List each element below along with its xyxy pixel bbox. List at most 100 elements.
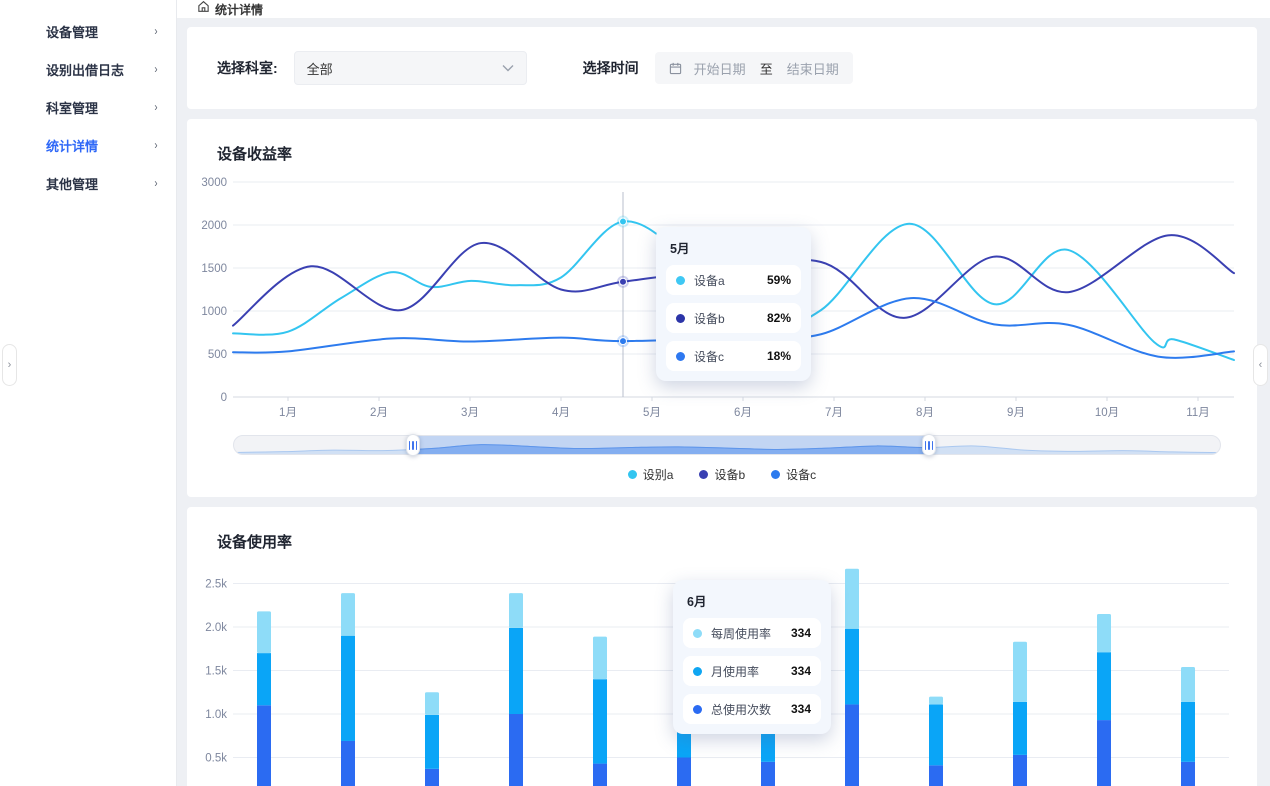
bar-segment-每周使用率[interactable] [845,568,859,629]
tooltip-row: 设备c 18% [666,341,801,371]
bar-segment-总使用次数[interactable] [1013,754,1027,786]
date-range-picker[interactable]: 开始日期 至 结束日期 [654,52,853,84]
tooltip-series-value: 334 [790,702,811,716]
bar-segment-月使用率[interactable] [929,704,943,766]
tooltip-header: 5月 [670,242,690,256]
chevron-right-icon: › [154,100,158,114]
sidebar-item-label: 设别出借日志 [46,62,125,78]
bar-segment-月使用率[interactable] [425,714,439,769]
bar-segment-每周使用率[interactable] [341,593,355,636]
sidebar-item-科室管理[interactable]: 科室管理 › [0,88,176,126]
tooltip-series-name: 设备c [694,349,725,364]
legend-label: 设备c [786,468,817,482]
tooltip-series-value: 18% [766,349,791,363]
bar-segment-总使用次数[interactable] [425,768,439,786]
legend-label: 设备b [714,468,746,482]
bar-segment-总使用次数[interactable] [1181,761,1195,786]
x-axis-label: 11月 [1186,407,1209,419]
bar-segment-月使用率[interactable] [1013,701,1027,755]
bar-segment-每周使用率[interactable] [257,611,271,654]
dept-select-label: 选择科室: [217,60,278,76]
bar-segment-月使用率[interactable] [509,627,523,714]
bar-segment-月使用率[interactable] [1097,652,1111,721]
bar-segment-总使用次数[interactable] [341,740,355,786]
chevron-right-icon: › [7,359,12,371]
bar-segment-每周使用率[interactable] [593,636,607,680]
sidebar: 设备管理 › 设别出借日志 › 科室管理 › 统计详情 › 其他管理 › [0,0,177,786]
content: 选择科室: 全部 选择时间 开始日期 至 结束日期 设备收益率 0 500 100 [177,19,1270,786]
bar-segment-总使用次数[interactable] [929,765,943,786]
tooltip-series-name: 总使用次数 [711,702,772,717]
bar-segment-月使用率[interactable] [845,628,859,705]
bar-segment-月使用率[interactable] [1181,701,1195,762]
dept-select-value: 全部 [306,61,333,77]
tooltip-row: 总使用次数 334 [683,694,821,724]
series-dot-icon [676,275,685,285]
y-axis-label: 1000 [201,306,227,318]
legend-swatch [627,470,637,479]
sidebar-item-设别出借日志[interactable]: 设别出借日志 › [0,50,176,88]
x-axis-label: 1月 [279,407,297,419]
bar-segment-每周使用率[interactable] [509,593,523,628]
bar-segment-月使用率[interactable] [593,679,607,764]
bar-segment-每周使用率[interactable] [1097,613,1111,653]
tooltip-row: 设备b 82% [666,303,801,333]
bar-segment-月使用率[interactable] [341,635,355,741]
tooltip-series-name: 月使用率 [711,664,760,679]
right-panel-toggle[interactable]: ‹ [1253,344,1268,386]
tooltip-series-value: 59% [766,273,791,287]
bar-segment-总使用次数[interactable] [677,757,691,786]
datazoom-window-wave [414,444,930,454]
dept-select[interactable]: 全部 [293,51,527,85]
chevron-right-icon: › [154,138,158,152]
bar-segment-总使用次数[interactable] [761,761,775,786]
time-select-label: 选择时间 [582,60,639,76]
y-axis-label: 500 [208,349,227,361]
bar-segment-每周使用率[interactable] [1181,667,1195,702]
y-axis-label: 1500 [201,263,227,275]
tooltip-row: 设备a 59% [666,265,801,295]
bar-segment-总使用次数[interactable] [845,704,859,786]
datazoom-right-handle[interactable] [922,434,936,456]
tooltip-series-value: 334 [790,626,811,640]
legend-item-设别a[interactable]: 设别a [627,466,673,483]
x-axis-label: 10月 [1095,407,1119,419]
date-range-separator: 至 [759,61,773,77]
tooltip-series-name: 设备b [694,311,725,326]
sidebar-item-label: 科室管理 [46,100,99,116]
bar-chart-title: 设备使用率 [217,534,293,551]
bar-segment-总使用次数[interactable] [1097,720,1111,786]
bar-segment-每周使用率[interactable] [929,696,943,705]
left-panel-toggle[interactable]: › [2,344,17,386]
datazoom-slider[interactable] [233,434,1221,456]
bar-chart-card: 设备使用率 0.5k 1.0k 1.5k 2.0k 2.5k 6月 每周使用率 334 月使用… [187,507,1257,786]
bar-segment-每周使用率[interactable] [425,692,439,715]
bar-segment-总使用次数[interactable] [257,705,271,786]
bar-segment-每周使用率[interactable] [1013,641,1027,702]
filter-panel: 选择科室: 全部 选择时间 开始日期 至 结束日期 [187,27,1257,109]
legend-item-设备c[interactable]: 设备c [771,466,816,483]
datazoom-track[interactable] [233,435,1221,455]
sidebar-item-设备管理[interactable]: 设备管理 › [0,12,176,50]
legend-item-设备b[interactable]: 设备b [699,466,745,483]
bar-segment-月使用率[interactable] [257,653,271,706]
bar-segment-总使用次数[interactable] [593,763,607,786]
tooltip-header: 6月 [687,595,707,609]
sidebar-item-统计详情[interactable]: 统计详情 › [0,126,176,164]
x-axis-label: 4月 [552,407,570,419]
sidebar-item-其他管理[interactable]: 其他管理 › [0,164,176,202]
calendar-icon [669,62,681,74]
bar-chart: 0.5k 1.0k 1.5k 2.0k 2.5k [205,568,1229,786]
datazoom-left-handle[interactable] [406,434,420,456]
line-chart-legend: 设别a 设备b 设备c [187,466,1257,483]
tooltip-series-name: 设备a [694,273,725,288]
chevron-right-icon: › [154,176,158,190]
date-end-input[interactable]: 结束日期 [786,61,839,77]
x-axis-label: 2月 [370,407,388,419]
datazoom-window[interactable] [414,436,930,454]
date-start-input[interactable]: 开始日期 [693,61,746,77]
bar-segment-总使用次数[interactable] [509,714,523,786]
home-icon[interactable] [197,0,210,18]
bar-chart-tooltip: 6月 每周使用率 334 月使用率 334 总使用次数 334 [673,580,831,734]
